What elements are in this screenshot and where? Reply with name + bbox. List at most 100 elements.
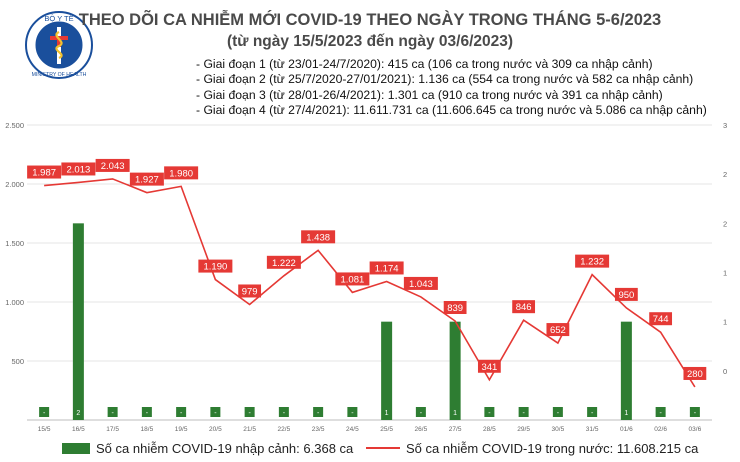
point-label-box [27, 165, 62, 179]
point-value-label: 846 [516, 302, 532, 313]
x-tick-label: 16/5 [72, 426, 85, 433]
bar-value-label: - [111, 410, 114, 417]
bar-value-label: - [317, 410, 320, 417]
legend-domestic-label: Số ca nhiễm COVID-19 trong nước: 11.608.… [406, 441, 699, 456]
bar-label-box [689, 407, 700, 417]
point-label-box [61, 162, 96, 176]
point-label-box [95, 158, 130, 172]
bar-value-label: - [43, 410, 46, 417]
y-left-tick-label: 1.000 [5, 298, 24, 307]
phase-item-4: - Giai đoạn 4 (từ 27/4/2021): 11.611.731… [196, 103, 707, 117]
phase-item-2: - Giai đoạn 2 (từ 25/7/2020-27/01/2021):… [196, 72, 694, 86]
phase-item-1: - Giai đoạn 1 (từ 23/01-24/7/2020): 415 … [196, 57, 653, 71]
point-value-label: 979 [242, 286, 258, 297]
bar-label-box [176, 407, 187, 417]
point-value-label: 1.190 [203, 262, 227, 273]
bar-label-box [141, 407, 152, 417]
x-tick-label: 17/5 [106, 426, 119, 433]
line-domestic [44, 178, 696, 388]
x-tick-label: 27/5 [449, 426, 462, 433]
point-value-label: 2.013 [66, 164, 90, 175]
legend-domestic: Số ca nhiễm COVID-19 trong nước: 11.608.… [366, 441, 698, 456]
point-value-label: 1.174 [375, 263, 399, 274]
x-tick-label: 02/6 [654, 426, 667, 433]
x-tick-label: 21/5 [243, 426, 256, 433]
x-tick-label: 19/5 [175, 426, 188, 433]
y-left-tick-label: 1.500 [5, 239, 24, 248]
bar-imported-25/5 [381, 321, 393, 420]
point-value-label: 280 [687, 369, 703, 380]
y-right-tick-label: 2 [723, 170, 727, 179]
bar-label-box [587, 407, 598, 417]
point-label-box [575, 254, 610, 268]
bar-label-box [415, 407, 426, 417]
x-tick-label: 31/5 [586, 426, 599, 433]
x-tick-label: 30/5 [552, 426, 565, 433]
point-value-label: 652 [550, 325, 566, 336]
bar-value-label: - [351, 410, 354, 417]
bar-value-label: - [214, 410, 217, 417]
bar-value-label: - [180, 410, 183, 417]
point-label-box [649, 312, 673, 326]
x-tick-label: 28/5 [483, 426, 496, 433]
bar-label-box [313, 407, 324, 417]
y-right-tick-label: 0 [723, 367, 727, 376]
bar-value-label: - [694, 410, 697, 417]
x-tick-label: 03/6 [689, 426, 702, 433]
bar-imported-01/6 [620, 321, 632, 420]
point-value-label: 2.043 [101, 161, 125, 172]
bar-value-label: - [557, 410, 560, 417]
point-value-label: 950 [618, 290, 634, 301]
x-tick-label: 18/5 [141, 426, 154, 433]
point-label-box [403, 276, 438, 290]
bar-value-label: 1 [453, 410, 457, 417]
bar-imported-27/5 [449, 321, 461, 420]
bar-label-box [484, 407, 495, 417]
bar-value-label: - [420, 410, 423, 417]
bar-label-box [655, 407, 666, 417]
bar-value-label: 1 [624, 410, 628, 417]
point-label-box [164, 166, 199, 180]
bar-label-box [210, 407, 221, 417]
x-tick-label: 29/5 [517, 426, 530, 433]
bar-label-box [107, 407, 118, 417]
point-label-box [614, 287, 638, 301]
x-tick-label: 22/5 [278, 426, 291, 433]
y-right-tick-label: 2 [723, 219, 727, 228]
bar-value-label: 1 [385, 410, 389, 417]
y-left-tick-label: 2.500 [5, 121, 24, 130]
point-label-box [512, 300, 536, 314]
x-tick-label: 23/5 [312, 426, 325, 433]
bar-value-label: 2 [76, 410, 80, 417]
bar-label-box [518, 407, 529, 417]
bar-value-label: - [146, 410, 149, 417]
phase-item-3: - Giai đoạn 3 (từ 28/01-26/4/2021): 1.30… [196, 88, 663, 102]
bar-value-label: - [248, 410, 251, 417]
y-left-tick-label: 2.000 [5, 180, 24, 189]
bar-value-label: - [591, 410, 594, 417]
point-label-box [546, 323, 570, 337]
point-value-label: 1.980 [169, 168, 193, 179]
bar-value-label: - [488, 410, 491, 417]
y-right-tick-label: 1 [723, 269, 727, 278]
bar-imported-16/5 [72, 223, 84, 420]
x-tick-label: 01/6 [620, 426, 633, 433]
org-name-top: BỘ Y TẾ [44, 13, 73, 23]
point-value-label: 1.927 [135, 175, 159, 186]
org-name-bottom: MINISTRY OF HEALTH [32, 72, 87, 78]
point-value-label: 341 [481, 362, 497, 373]
point-value-label: 1.438 [306, 232, 330, 243]
x-tick-label: 20/5 [209, 426, 222, 433]
chart-title: THEO DÕI CA NHIỄM MỚI COVID-19 THEO NGÀY… [78, 11, 662, 29]
bar-label-box [347, 407, 358, 417]
point-label-box [198, 259, 233, 273]
legend-bar-swatch [62, 443, 90, 454]
bar-label-box [73, 407, 84, 417]
chart-subtitle: (từ ngày 15/5/2023 đến ngày 03/6/2023) [226, 33, 514, 50]
legend-imported: Số ca nhiễm COVID-19 nhập cảnh: 6.368 ca [62, 441, 353, 456]
x-tick-label: 26/5 [415, 426, 428, 433]
bar-value-label: - [283, 410, 286, 417]
bar-label-box [278, 407, 289, 417]
legend-line-swatch [366, 447, 400, 449]
